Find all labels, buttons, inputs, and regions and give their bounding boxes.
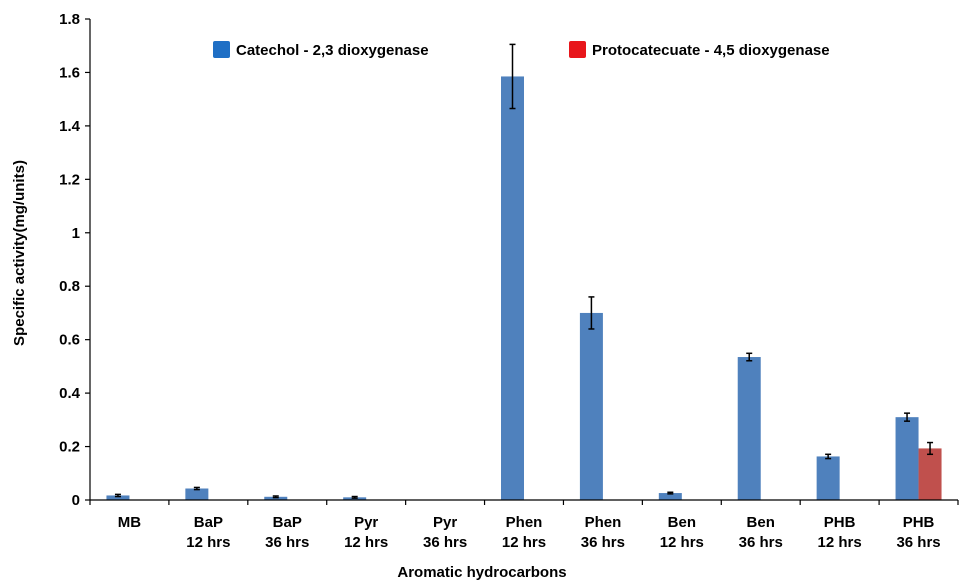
error-bar <box>193 486 200 491</box>
legend-label-catechol: Catechol - 2,3 dioxygenase <box>236 42 429 59</box>
error-bars <box>114 43 934 499</box>
x-category-label: 36 hrs <box>896 534 940 551</box>
error-bar <box>746 352 753 362</box>
x-axis-title: Aromatic hydrocarbons <box>397 564 566 581</box>
bar-catechol <box>816 456 840 500</box>
error-bar <box>667 491 674 495</box>
x-category-label: 12 hrs <box>660 534 704 551</box>
y-tick-label: 0.2 <box>59 439 80 456</box>
bar-catechol <box>501 76 524 501</box>
bar-catechol <box>185 488 209 500</box>
bar-catechol <box>895 417 919 500</box>
x-category-label: Pyr <box>433 514 457 531</box>
bar-catechol <box>737 357 761 500</box>
x-category-label: Ben <box>747 514 775 531</box>
x-category-label: 12 hrs <box>344 534 388 551</box>
bar-catechol <box>579 312 603 500</box>
y-tick-label: 0.4 <box>59 385 81 402</box>
y-tick-label: 0.8 <box>59 278 80 295</box>
legend-swatch-catechol <box>213 41 230 58</box>
error-bar <box>904 412 911 422</box>
error-bar <box>588 296 595 330</box>
y-tick-label: 1.2 <box>59 171 80 188</box>
error-bar <box>272 495 279 499</box>
y-tick-label: 0 <box>72 492 80 509</box>
y-tick-label: 0.6 <box>59 332 80 349</box>
bars <box>106 76 942 501</box>
bar-catechol <box>106 495 130 500</box>
x-category-label: 36 hrs <box>265 534 309 551</box>
legend-label-protocatecuate: Protocatecuate - 4,5 dioxygenase <box>592 42 830 59</box>
x-category-label: 36 hrs <box>423 534 467 551</box>
error-bar <box>509 43 516 110</box>
x-category-label: Pyr <box>354 514 378 531</box>
x-category-label: PHB <box>824 514 856 531</box>
x-category-label: 12 hrs <box>818 534 862 551</box>
error-bar <box>927 441 934 456</box>
x-category-label: BaP <box>273 514 302 531</box>
x-category-label: Phen <box>506 514 543 531</box>
x-category-label: 12 hrs <box>186 534 230 551</box>
error-bar <box>825 453 832 460</box>
error-bar <box>114 493 121 498</box>
y-axis-ticks: 0 0.2 0.4 0.6 0.8 1 1.2 1.4 1.6 1.8 <box>59 11 90 509</box>
y-tick-label: 1.6 <box>59 64 80 81</box>
y-tick-label: 1.8 <box>59 11 80 28</box>
y-tick-label: 1.4 <box>59 118 81 135</box>
x-category-label: MB <box>118 514 141 531</box>
x-category-label: BaP <box>194 514 223 531</box>
bar-catechol <box>658 493 682 500</box>
x-axis-category-labels: MB BaP 12 hrs BaP 36 hrs Pyr 12 hrs Pyr 36 hrs Ph… <box>118 514 941 551</box>
error-bar <box>351 495 358 499</box>
bar-catechol <box>264 496 288 500</box>
x-category-label: 36 hrs <box>581 534 625 551</box>
x-category-label: 36 hrs <box>739 534 783 551</box>
x-axis-ticks <box>89 500 959 505</box>
legend: Catechol - 2,3 dioxygenase Protocatecuat… <box>213 41 830 59</box>
x-category-label: PHB <box>903 514 935 531</box>
y-axis-title: Specific activity(mg/units) <box>11 160 28 346</box>
y-tick-label: 1 <box>72 225 80 242</box>
x-category-label: Phen <box>585 514 622 531</box>
x-category-label: Ben <box>668 514 696 531</box>
x-category-label: 12 hrs <box>502 534 546 551</box>
legend-swatch-protocatecuate <box>569 41 586 58</box>
bar-protocatecuate <box>918 448 942 500</box>
